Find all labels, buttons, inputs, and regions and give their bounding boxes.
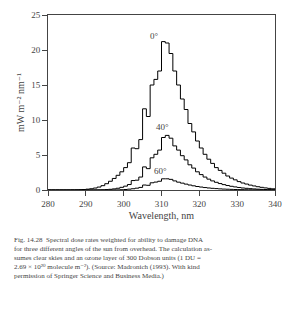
svg-text:280: 280 (41, 199, 55, 209)
svg-text:340: 340 (268, 199, 282, 209)
svg-text:0: 0 (36, 185, 41, 195)
svg-text:60°: 60° (154, 166, 167, 176)
svg-text:5: 5 (36, 150, 41, 160)
svg-text:290: 290 (79, 199, 93, 209)
svg-text:40°: 40° (156, 122, 169, 132)
svg-text:25: 25 (31, 10, 41, 20)
svg-text:10: 10 (31, 115, 41, 125)
svg-text:310: 310 (155, 199, 169, 209)
svg-text:330: 330 (230, 199, 244, 209)
svg-text:Fig. 14.28 Spectral dose rate: Fig. 14.28 Spectral dose rates weighted … (14, 236, 213, 280)
svg-text:320: 320 (193, 199, 207, 209)
svg-text:0°: 0° (150, 31, 159, 41)
svg-text:15: 15 (31, 80, 41, 90)
svg-text:20: 20 (31, 45, 41, 55)
svg-text:Wavelength, nm: Wavelength, nm (129, 210, 195, 221)
svg-text:300: 300 (117, 199, 131, 209)
svg-text:mW m⁻² nm⁻¹: mW m⁻² nm⁻¹ (15, 73, 26, 132)
